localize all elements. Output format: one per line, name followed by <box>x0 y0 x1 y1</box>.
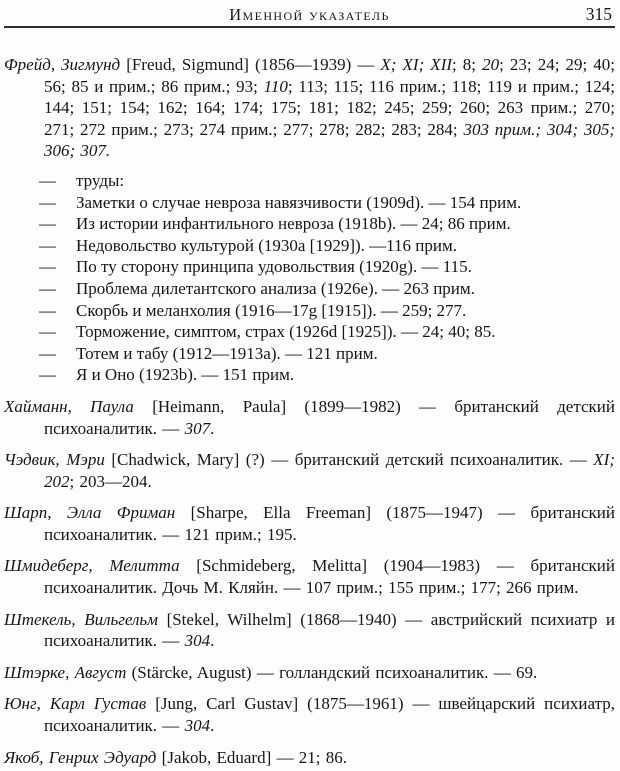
italic-text: Шарп, Элла Фриман <box>4 503 176 523</box>
work-text: Торможение, симптом, страх (1926d [1925]… <box>76 322 495 341</box>
index-entry: Юнг, Карл Густав [Jung, Carl Gustav] (18… <box>4 693 615 736</box>
italic-text: 304 <box>184 631 211 651</box>
work-dash-marker: — <box>39 365 56 385</box>
index-entry: Шарп, Элла Фриман [Sharpe, Ella Freeman]… <box>4 502 615 545</box>
plain-text: [Schmideberg, Melitta] (1904—1983) — бри… <box>44 556 615 598</box>
work-dash-marker: — <box>39 343 56 363</box>
work-dash-marker: — <box>39 257 56 277</box>
page-number: 315 <box>585 4 612 24</box>
work-dash-marker: — <box>39 214 56 234</box>
plain-text: Недовольство культурой (1930a [1929]). —… <box>76 235 457 255</box>
plain-text: . <box>210 631 215 651</box>
plain-text: [Freud, Sigmund] (1856—1939) — <box>120 55 381 74</box>
italic-text: 307 <box>184 418 211 438</box>
index-work-item: — По ту сторону принципа удовольствия (19… <box>4 256 615 278</box>
plain-text: [Jakob, Eduard] — 21; 86. <box>156 747 347 767</box>
work-text: Недовольство культурой (1930a [1929]). —… <box>76 236 457 255</box>
index-entry: Хайманн, Паула [Heimann, Paula] (1899—19… <box>4 396 615 439</box>
work-text: труды: <box>76 171 124 190</box>
work-dash-marker: — <box>39 235 56 255</box>
running-title: Именной указатель <box>229 5 390 24</box>
index-work-item: — Недовольство культурой (1930a [1929]). … <box>4 235 615 257</box>
index-entry: Штекель, Вильгельм [Stekel, Wilhelm] (18… <box>4 609 615 652</box>
plain-text: [Heimann, Paula] (1899—1982) — британски… <box>44 396 615 438</box>
index-work-item: — Тотем и табу (1912—1913a). — 121 прим. <box>4 343 615 365</box>
italic-text: Якоб, Генрих Эдуард <box>4 747 157 767</box>
plain-text: [Chadwick, Mary] (?) — британский детски… <box>104 450 594 470</box>
index-work-item: — Заметки о случае невроза навязчивости (… <box>4 192 615 214</box>
plain-text: ; 203—204. <box>69 471 152 491</box>
plain-text: Проблема дилетантского анализа (1926e). … <box>76 278 475 298</box>
plain-text: Торможение, симптом, страх (1926d [1925]… <box>76 322 496 342</box>
work-text: Тотем и табу (1912—1913a). — 121 прим. <box>76 344 378 363</box>
index-entry: Якоб, Генрих Эдуард [Jakob, Eduard] — 21… <box>4 747 615 769</box>
plain-text: Я и Оно (1923b). — 151 прим. <box>76 365 295 385</box>
plain-text: По ту сторону принципа удовольствия (192… <box>76 257 472 277</box>
plain-text: . <box>210 716 215 736</box>
index-entry: Шмидеберг, Мелитта [Schmideberg, Melitta… <box>4 555 615 598</box>
italic-text: Шмидеберг, Мелитта <box>4 556 180 576</box>
index-work-item: — Из истории инфантильного невроза (1918b… <box>4 213 615 235</box>
italic-text: XI; 202 <box>44 450 615 491</box>
work-dash-marker: — <box>39 322 56 342</box>
index-entry: Чэдвик, Мэри [Chadwick, Mary] (?) — брит… <box>4 449 615 492</box>
italic-text: 20 <box>482 55 500 74</box>
index-entry: Фрейд, Зигмунд [Freud, Sigmund] (1856—19… <box>4 54 615 162</box>
plain-text: [Stekel, Wilhelm] (1868—1940) — австрийс… <box>44 609 615 651</box>
plain-text: ; 23; 24; 29; 40; 56; 85 и прим.; 86 при… <box>44 55 615 96</box>
italic-text: Чэдвик, Мэри <box>4 450 105 470</box>
index-work-item: — труды: <box>4 170 615 192</box>
work-text: Из истории инфантильного невроза (1918b)… <box>76 214 511 233</box>
index-work-item: — Скорбь и меланхолия (1916—17g [1915]). … <box>4 300 615 322</box>
index-work-item: — Я и Оно (1923b). — 151 прим. <box>4 364 615 386</box>
plain-text: (Stärcke, August) — голландский психоана… <box>126 662 538 682</box>
italic-text: Юнг, Карл Густав <box>4 694 147 714</box>
italic-text: Штэрке, Август <box>4 662 127 682</box>
italic-text: Фрейд, Зигмунд <box>4 55 121 74</box>
italic-text: 303 прим.; 304; 305; 306; 307. <box>44 119 615 161</box>
work-dash-marker: — <box>39 300 56 320</box>
index-entries: Фрейд, Зигмунд [Freud, Sigmund] (1856—19… <box>4 54 615 768</box>
plain-text: . <box>210 418 215 438</box>
italic-text: 304 <box>184 716 211 736</box>
work-dash-marker: — <box>39 192 56 212</box>
italic-text: X; XI; XII <box>380 55 453 74</box>
plain-text: Заметки о случае невроза навязчивости (1… <box>76 192 522 212</box>
work-text: Проблема дилетантского анализа (1926e). … <box>76 279 475 298</box>
work-text: По ту сторону принципа удовольствия (192… <box>76 257 472 276</box>
plain-text: труды: <box>76 170 125 190</box>
header-rule <box>4 26 615 28</box>
plain-text: Из истории инфантильного невроза (1918b)… <box>76 214 511 234</box>
work-dash-marker: — <box>39 170 56 190</box>
work-text: Я и Оно (1923b). — 151 прим. <box>76 365 294 384</box>
work-text: Заметки о случае невроза навязчивости (1… <box>76 193 521 212</box>
index-work-item: — Проблема дилетантского анализа (1926e).… <box>4 278 615 300</box>
plain-text: Тотем и табу (1912—1913a). — 121 прим. <box>76 343 378 363</box>
italic-text: Хайманн, Паула <box>4 396 134 416</box>
index-work-item: — Торможение, симптом, страх (1926d [1925… <box>4 321 615 343</box>
work-dash-marker: — <box>39 278 56 298</box>
index-entry: Штэрке, Август (Stärcke, August) — голла… <box>4 662 615 684</box>
italic-text: 110 <box>263 76 288 96</box>
plain-text: [Sharpe, Ella Freeman] (1875—1947) — бри… <box>44 503 616 544</box>
plain-text: ; 8; <box>452 55 483 74</box>
index-body: Фрейд, Зигмунд [Freud, Sigmund] (1856—19… <box>4 54 615 768</box>
plain-text: ; 113; 115; 116 прим.; 118; 119 и прим.;… <box>44 76 615 139</box>
page-header: Именной указатель 315 <box>4 4 615 26</box>
plain-text: [Jung, Carl Gustav] (1875—1961) — швейца… <box>44 694 616 736</box>
plain-text: Скорбь и меланхолия (1916—17g [1915]). —… <box>76 300 467 320</box>
italic-text: Штекель, Вильгельм <box>4 609 158 629</box>
work-text: Скорбь и меланхолия (1916—17g [1915]). —… <box>76 301 466 320</box>
